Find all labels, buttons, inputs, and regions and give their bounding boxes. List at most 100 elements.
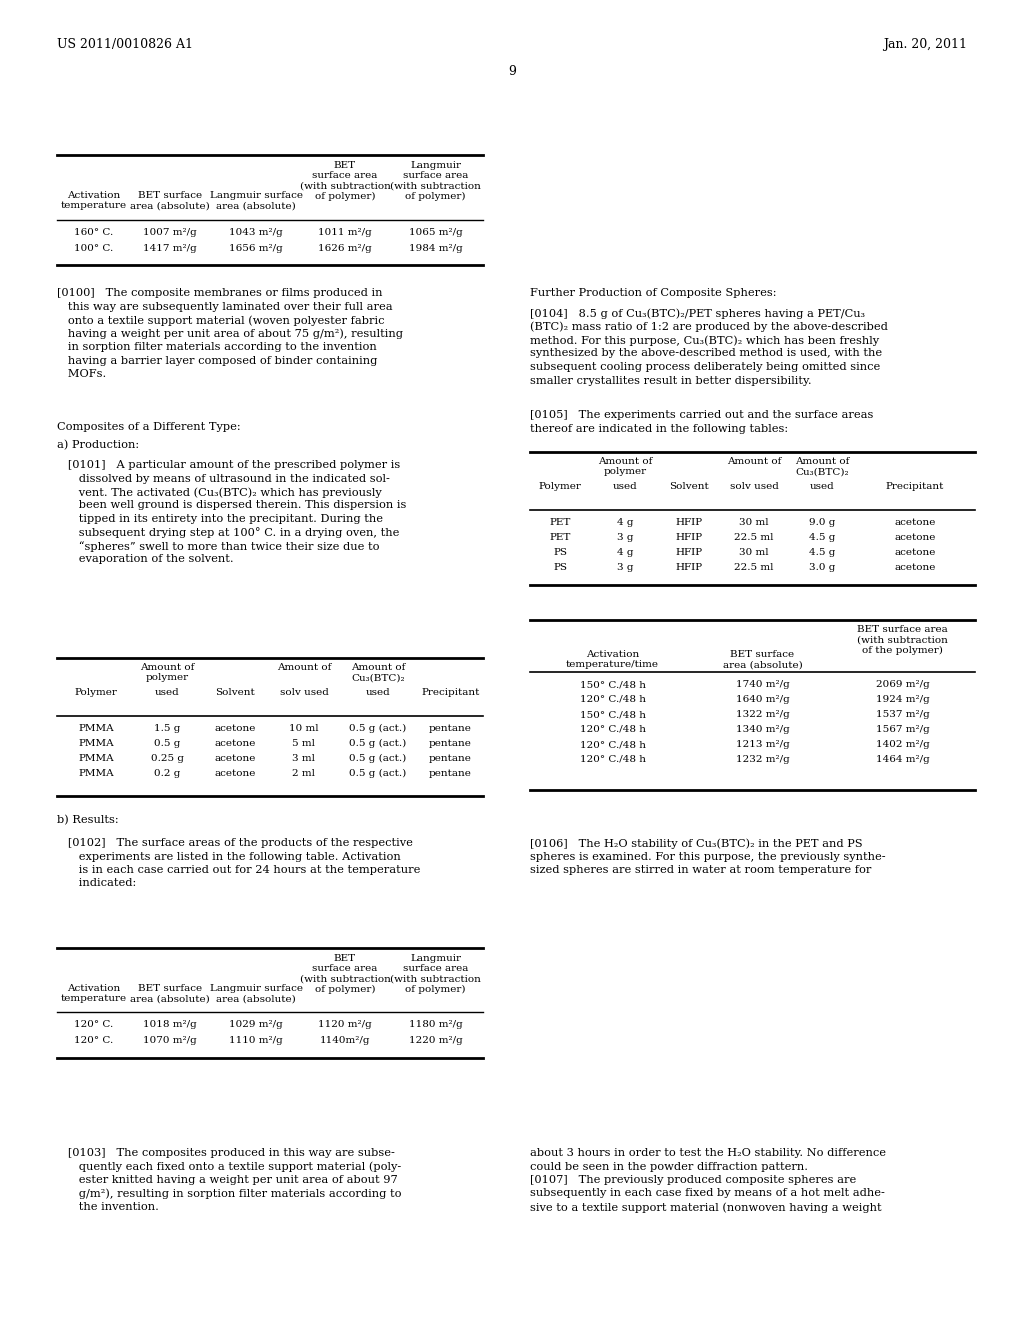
Text: PS: PS <box>553 564 567 572</box>
Text: 120° C./48 h: 120° C./48 h <box>580 696 645 704</box>
Text: MOFs.: MOFs. <box>57 370 106 379</box>
Text: Activation
temperature: Activation temperature <box>60 191 127 210</box>
Text: PMMA: PMMA <box>78 754 114 763</box>
Text: used: used <box>612 482 637 491</box>
Text: Amount of
polymer: Amount of polymer <box>598 457 652 477</box>
Text: Langmuir
surface area
(with subtraction
of polymer): Langmuir surface area (with subtraction … <box>390 954 481 994</box>
Text: indicated:: indicated: <box>57 879 136 888</box>
Text: is in each case carried out for 24 hours at the temperature: is in each case carried out for 24 hours… <box>57 865 421 875</box>
Text: 3 g: 3 g <box>616 564 633 572</box>
Text: BET
surface area
(with subtraction
of polymer): BET surface area (with subtraction of po… <box>300 954 390 994</box>
Text: pentane: pentane <box>429 739 472 748</box>
Text: 1340 m²/g: 1340 m²/g <box>735 725 790 734</box>
Text: 2069 m²/g: 2069 m²/g <box>876 680 930 689</box>
Text: PMMA: PMMA <box>78 739 114 748</box>
Text: [0101]   A particular amount of the prescribed polymer is: [0101] A particular amount of the prescr… <box>57 459 400 470</box>
Text: method. For this purpose, Cu₃(BTC)₂ which has been freshly: method. For this purpose, Cu₃(BTC)₂ whic… <box>530 335 880 346</box>
Text: [0107]   The previously produced composite spheres are: [0107] The previously produced composite… <box>530 1175 856 1185</box>
Text: PMMA: PMMA <box>78 723 114 733</box>
Text: 1110 m²/g: 1110 m²/g <box>229 1036 283 1045</box>
Text: vent. The activated (Cu₃(BTC)₂ which has previously: vent. The activated (Cu₃(BTC)₂ which has… <box>57 487 382 498</box>
Text: acetone: acetone <box>214 739 256 748</box>
Text: US 2011/0010826 A1: US 2011/0010826 A1 <box>57 38 193 51</box>
Text: 4 g: 4 g <box>616 548 633 557</box>
Text: BET surface
area (absolute): BET surface area (absolute) <box>130 191 210 210</box>
Text: acetone: acetone <box>894 548 936 557</box>
Text: 0.5 g (act.): 0.5 g (act.) <box>349 754 407 763</box>
Text: used: used <box>366 688 390 697</box>
Text: 4.5 g: 4.5 g <box>809 548 836 557</box>
Text: 150° C./48 h: 150° C./48 h <box>580 710 645 719</box>
Text: Amount of: Amount of <box>276 663 331 672</box>
Text: onto a textile support material (woven polyester fabric: onto a textile support material (woven p… <box>57 315 384 326</box>
Text: dissolved by means of ultrasound in the indicated sol-: dissolved by means of ultrasound in the … <box>57 474 390 483</box>
Text: acetone: acetone <box>214 723 256 733</box>
Text: 3 ml: 3 ml <box>293 754 315 763</box>
Text: 1070 m²/g: 1070 m²/g <box>143 1036 197 1045</box>
Text: 22.5 ml: 22.5 ml <box>734 533 774 543</box>
Text: 1011 m²/g: 1011 m²/g <box>318 228 372 238</box>
Text: Activation
temperature: Activation temperature <box>60 983 127 1003</box>
Text: 1464 m²/g: 1464 m²/g <box>876 755 930 764</box>
Text: 1140m²/g: 1140m²/g <box>319 1036 371 1045</box>
Text: 1656 m²/g: 1656 m²/g <box>229 244 283 253</box>
Text: 30 ml: 30 ml <box>739 517 769 527</box>
Text: 0.25 g: 0.25 g <box>151 754 184 763</box>
Text: tipped in its entirety into the precipitant. During the: tipped in its entirety into the precipit… <box>57 513 383 524</box>
Text: PMMA: PMMA <box>78 770 114 777</box>
Text: 1924 m²/g: 1924 m²/g <box>876 696 930 704</box>
Text: [0106]   The H₂O stability of Cu₃(BTC)₂ in the PET and PS: [0106] The H₂O stability of Cu₃(BTC)₂ in… <box>530 838 862 849</box>
Text: been well ground is dispersed therein. This dispersion is: been well ground is dispersed therein. T… <box>57 500 407 511</box>
Text: 150° C./48 h: 150° C./48 h <box>580 680 645 689</box>
Text: 1567 m²/g: 1567 m²/g <box>876 725 930 734</box>
Text: 4.5 g: 4.5 g <box>809 533 836 543</box>
Text: Precipitant: Precipitant <box>421 688 479 697</box>
Text: 1640 m²/g: 1640 m²/g <box>735 696 790 704</box>
Text: Langmuir surface
area (absolute): Langmuir surface area (absolute) <box>210 983 302 1003</box>
Text: 3 g: 3 g <box>616 533 633 543</box>
Text: 0.5 g (act.): 0.5 g (act.) <box>349 723 407 733</box>
Text: 1065 m²/g: 1065 m²/g <box>409 228 463 238</box>
Text: Amount of
Cu₃(BTC)₂: Amount of Cu₃(BTC)₂ <box>351 663 406 682</box>
Text: acetone: acetone <box>214 770 256 777</box>
Text: solv used: solv used <box>729 482 778 491</box>
Text: 5 ml: 5 ml <box>293 739 315 748</box>
Text: subsequent cooling process deliberately being omitted since: subsequent cooling process deliberately … <box>530 362 881 372</box>
Text: 1322 m²/g: 1322 m²/g <box>735 710 790 719</box>
Text: PET: PET <box>549 533 570 543</box>
Text: “spheres” swell to more than twice their size due to: “spheres” swell to more than twice their… <box>57 541 380 552</box>
Text: subsequent drying step at 100° C. in a drying oven, the: subsequent drying step at 100° C. in a d… <box>57 528 399 539</box>
Text: 0.5 g (act.): 0.5 g (act.) <box>349 739 407 748</box>
Text: the invention.: the invention. <box>57 1203 159 1212</box>
Text: 160° C.: 160° C. <box>74 228 113 238</box>
Text: evaporation of the solvent.: evaporation of the solvent. <box>57 554 233 565</box>
Text: Amount of
Cu₃(BTC)₂: Amount of Cu₃(BTC)₂ <box>796 457 850 477</box>
Text: smaller crystallites result in better dispersibility.: smaller crystallites result in better di… <box>530 375 812 385</box>
Text: BET surface
area (absolute): BET surface area (absolute) <box>723 649 803 669</box>
Text: 0.5 g: 0.5 g <box>155 739 180 748</box>
Text: used: used <box>155 688 180 697</box>
Text: [0103]   The composites produced in this way are subse-: [0103] The composites produced in this w… <box>57 1148 395 1158</box>
Text: thereof are indicated in the following tables:: thereof are indicated in the following t… <box>530 424 788 433</box>
Text: 1007 m²/g: 1007 m²/g <box>143 228 197 238</box>
Text: this way are subsequently laminated over their full area: this way are subsequently laminated over… <box>57 301 392 312</box>
Text: 0.5 g (act.): 0.5 g (act.) <box>349 770 407 777</box>
Text: BET
surface area
(with subtraction
of polymer): BET surface area (with subtraction of po… <box>300 161 390 202</box>
Text: Further Production of Composite Spheres:: Further Production of Composite Spheres: <box>530 288 776 298</box>
Text: Amount of: Amount of <box>727 457 781 466</box>
Text: about 3 hours in order to test the H₂O stability. No difference: about 3 hours in order to test the H₂O s… <box>530 1148 886 1158</box>
Text: subsequently in each case fixed by means of a hot melt adhe-: subsequently in each case fixed by means… <box>530 1188 885 1199</box>
Text: pentane: pentane <box>429 723 472 733</box>
Text: 30 ml: 30 ml <box>739 548 769 557</box>
Text: pentane: pentane <box>429 770 472 777</box>
Text: having a barrier layer composed of binder containing: having a barrier layer composed of binde… <box>57 355 378 366</box>
Text: 9: 9 <box>508 65 516 78</box>
Text: 1180 m²/g: 1180 m²/g <box>409 1020 463 1030</box>
Text: HFIP: HFIP <box>676 564 702 572</box>
Text: 10 ml: 10 ml <box>289 723 318 733</box>
Text: 1402 m²/g: 1402 m²/g <box>876 741 930 748</box>
Text: acetone: acetone <box>894 564 936 572</box>
Text: synthesized by the above-described method is used, with the: synthesized by the above-described metho… <box>530 348 882 359</box>
Text: Polymer: Polymer <box>539 482 582 491</box>
Text: Solvent: Solvent <box>215 688 255 697</box>
